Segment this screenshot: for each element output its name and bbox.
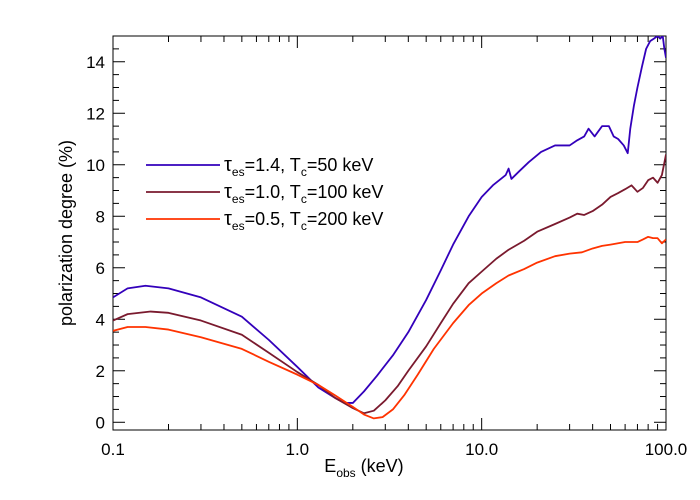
y-tick-labels: 0 2 4 6 8 10 12 14 — [86, 53, 105, 433]
x-tick-label: 1.0 — [286, 440, 310, 459]
series-lines — [113, 36, 666, 420]
x-tick-labels: 0.1 1.0 10.0 100.0 — [101, 440, 687, 459]
y-tick-label: 2 — [96, 362, 105, 381]
x-tick-label: 100.0 — [645, 440, 688, 459]
series-line-2 — [113, 154, 666, 415]
y-tick-label: 8 — [96, 207, 105, 226]
plot-area — [113, 36, 666, 420]
legend-label-3: τes=0.5, Tc=200 keV — [224, 208, 383, 233]
y-tick-label: 14 — [86, 53, 105, 72]
y-axis-title: polarization degree (%) — [56, 140, 76, 326]
series-line-1 — [113, 36, 666, 404]
y-tick-label: 6 — [96, 259, 105, 278]
y-tick-label: 0 — [96, 413, 105, 432]
x-tick-label: 10.0 — [465, 440, 498, 459]
y-tick-label: 10 — [86, 156, 105, 175]
x-axis-title: Eobs (keV) — [324, 456, 403, 480]
y-tick-label: 4 — [96, 310, 105, 329]
series-line-3 — [113, 235, 666, 420]
axis-ticks — [112, 35, 667, 430]
x-tick-label: 0.1 — [101, 440, 125, 459]
legend-label-1: τes=1.4, Tc=50 keV — [224, 154, 373, 179]
legend-label-2: τes=1.0, Tc=100 keV — [224, 181, 383, 206]
plot-frame — [112, 35, 667, 431]
y-tick-label: 12 — [86, 104, 105, 123]
